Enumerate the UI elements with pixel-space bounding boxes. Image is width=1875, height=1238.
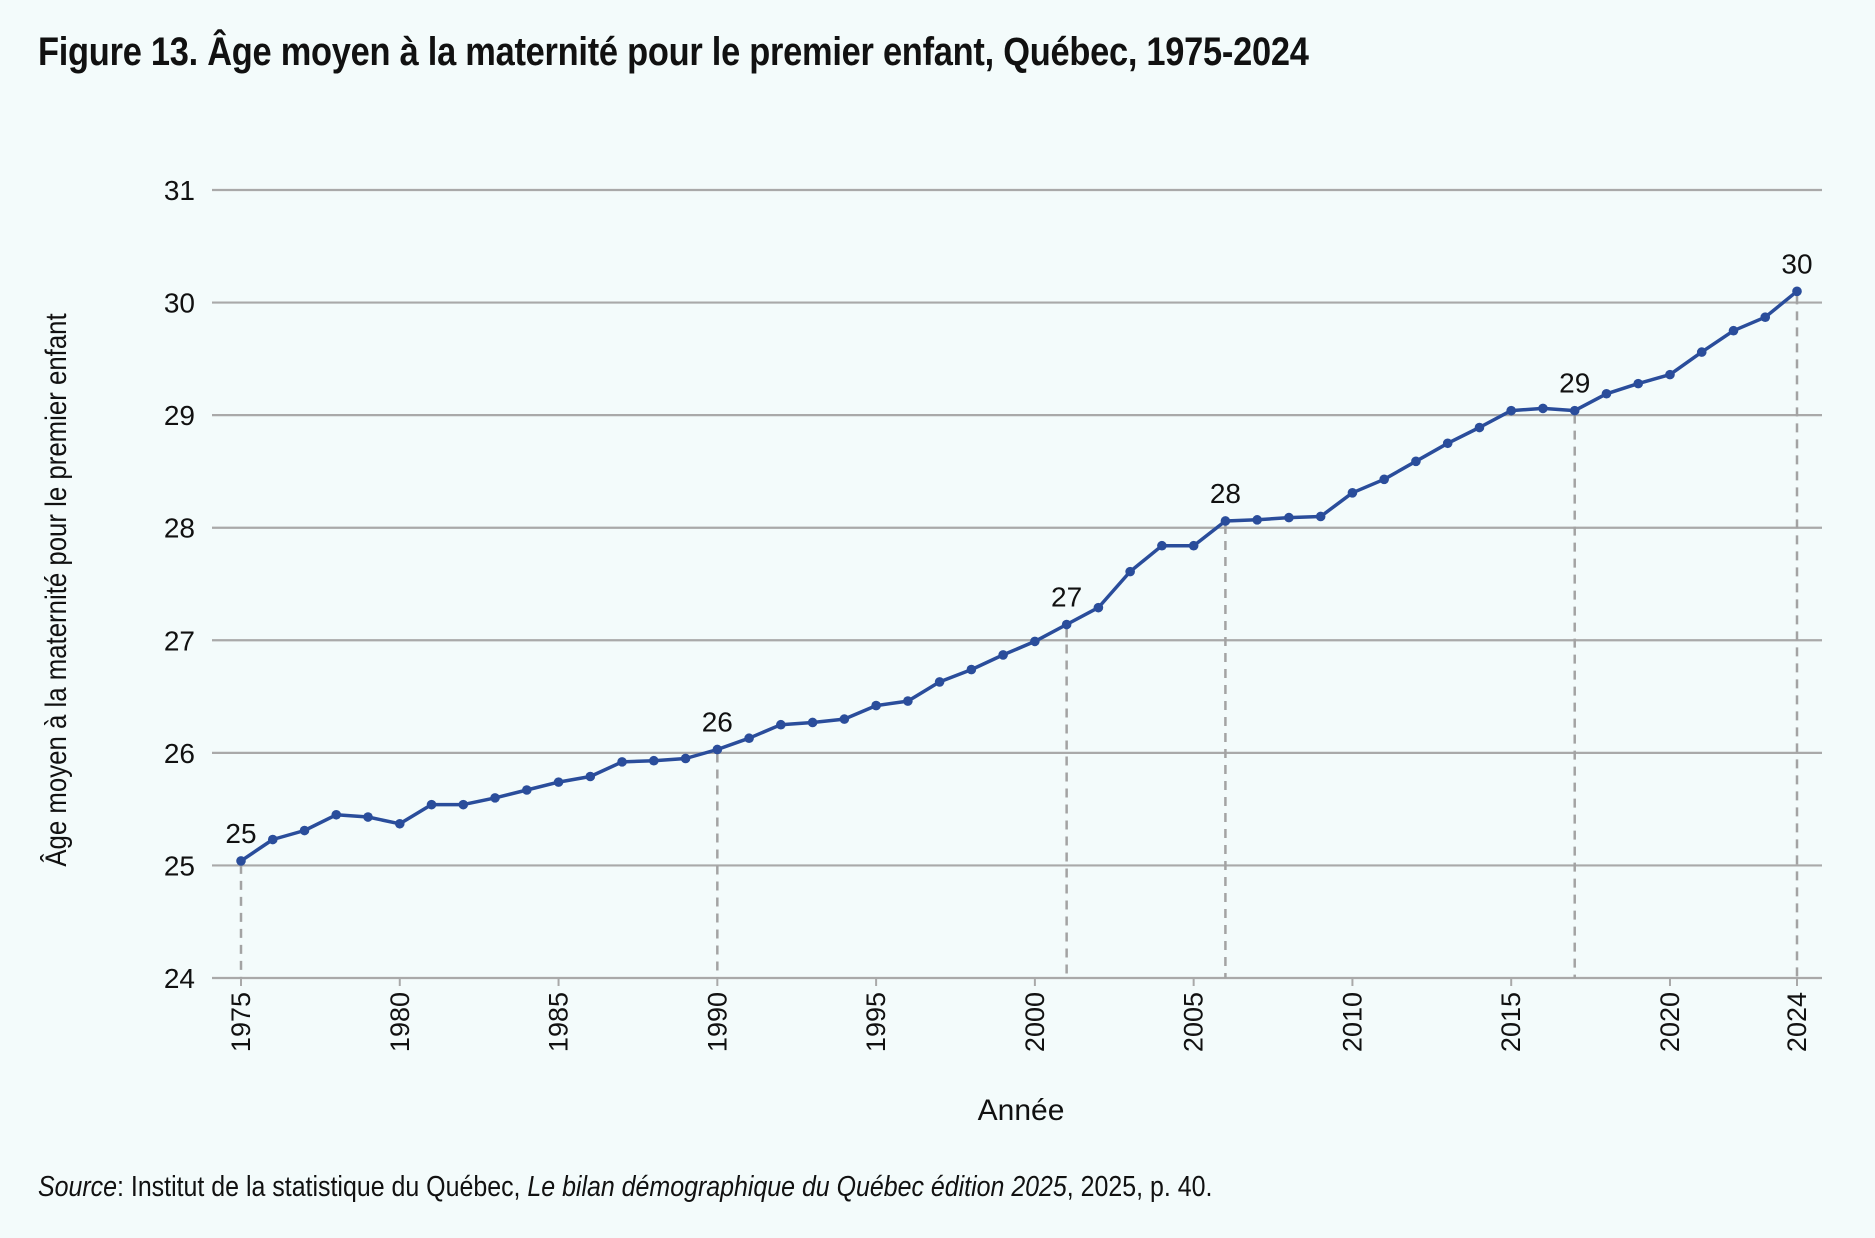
data-point-1981: [426, 799, 437, 810]
data-point-1997: [934, 677, 945, 687]
x-tick-label: 1985: [544, 992, 574, 1052]
line-chart: 24 25 26 27 28 29 30 31 1975 1980 1985 1990 1995 200…: [39, 175, 1822, 1127]
data-point-1985: [553, 777, 564, 787]
data-point-1984: [521, 785, 532, 795]
data-point-1980: [394, 818, 405, 829]
data-point-2015: [1506, 405, 1517, 416]
data-point-2008: [1284, 512, 1294, 523]
data-point-2017: [1569, 405, 1580, 416]
data-point-2013: [1442, 438, 1453, 449]
data-point-1977: [299, 825, 310, 836]
x-tick-label: 1975: [226, 992, 256, 1052]
data-point-2009: [1315, 511, 1326, 522]
data-point-2001: [1061, 619, 1072, 630]
annotation-label-27: 27: [1051, 582, 1082, 613]
x-tick-labels: 1975 1980 1985 1990 1995 2000 2005 2010 2015 2020…: [226, 978, 1812, 1052]
data-point-2011: [1379, 474, 1389, 485]
data-point-1978: [331, 809, 342, 820]
y-tick-label: 30: [164, 288, 195, 319]
data-point-2000: [1030, 636, 1040, 647]
x-tick-label: 1990: [702, 992, 732, 1052]
figure-title: Figure 13. Âge moyen à la maternité pour…: [38, 30, 1309, 74]
x-tick-label: 2005: [1179, 992, 1209, 1052]
data-point-2014: [1474, 422, 1485, 433]
y-tick-label: 28: [164, 513, 195, 544]
annotation-guides: [239, 295, 1799, 978]
x-axis-label: Année: [978, 1094, 1065, 1127]
y-tick-label: 27: [164, 625, 195, 656]
data-point-1996: [903, 696, 913, 706]
data-point-2006: [1220, 516, 1231, 526]
data-point-1995: [871, 700, 881, 711]
annotation-label-30: 30: [1781, 248, 1812, 279]
data-point-2012: [1411, 456, 1421, 467]
data-point-1976: [267, 834, 278, 845]
data-point-2023: [1760, 312, 1771, 323]
data-point-1987: [617, 757, 627, 767]
data-point-2021: [1696, 347, 1707, 357]
data-point-2004: [1157, 540, 1167, 551]
data-point-1983: [490, 793, 500, 803]
y-tick-label: 31: [164, 175, 195, 206]
annotation-label-25: 25: [225, 818, 256, 849]
data-point-2003: [1125, 566, 1135, 577]
data-point-1993: [807, 717, 818, 728]
source-text-1: : Institut de la statistique du Québec,: [117, 1171, 528, 1203]
x-tick-label: 2024: [1782, 992, 1812, 1052]
series: [236, 286, 1802, 866]
source-label: Source: [38, 1171, 118, 1203]
x-tick-label: 1980: [385, 992, 415, 1052]
y-tick-label: 24: [164, 963, 195, 994]
data-point-2002: [1093, 602, 1104, 613]
series-line: [240, 289, 1799, 863]
y-tick-label: 26: [164, 738, 195, 769]
data-point-1989: [680, 753, 691, 764]
x-tick-label: 1995: [861, 992, 891, 1052]
y-tick-label: 25: [164, 850, 195, 881]
data-point-2018: [1601, 388, 1612, 399]
y-axis-label: Âge moyen à la maternité pour le premier…: [39, 313, 72, 867]
data-point-2022: [1728, 325, 1739, 336]
x-tick-label: 2010: [1337, 992, 1367, 1052]
data-point-1975: [236, 856, 246, 866]
annotation-labels: 25 26 27 28 29 30: [225, 248, 1812, 849]
data-point-1979: [363, 812, 373, 822]
data-point-1988: [649, 755, 659, 766]
data-point-2019: [1633, 378, 1644, 389]
data-point-1998: [966, 664, 977, 675]
x-tick-label: 2020: [1655, 992, 1685, 1052]
data-point-2024: [1792, 286, 1802, 297]
data-point-2010: [1347, 488, 1358, 498]
x-tick-label: 2015: [1496, 992, 1526, 1052]
data-point-2005: [1188, 540, 1199, 551]
data-point-1992: [776, 719, 786, 730]
source-note: Source: Institut de la statistique du Qu…: [38, 1171, 1212, 1204]
annotation-label-26: 26: [702, 706, 733, 737]
x-tick-label: 2000: [1020, 992, 1050, 1052]
y-tick-label: 29: [164, 400, 195, 431]
data-point-1994: [839, 714, 850, 724]
data-point-1990: [712, 744, 723, 755]
data-point-1991: [744, 733, 754, 744]
data-point-1999: [998, 650, 1008, 660]
data-point-1986: [585, 771, 596, 782]
data-point-2007: [1252, 515, 1262, 525]
y-tick-labels: 24 25 26 27 28 29 30 31: [164, 175, 195, 994]
data-point-2020: [1665, 369, 1675, 380]
annotation-label-29: 29: [1559, 368, 1590, 399]
source-publication: Le bilan démographique du Québec édition…: [527, 1171, 1067, 1203]
source-text-2: , 2025, p. 40.: [1066, 1171, 1213, 1203]
gridlines: [212, 188, 1822, 980]
annotation-label-28: 28: [1210, 478, 1241, 509]
data-point-2016: [1538, 403, 1548, 414]
data-point-1982: [458, 799, 469, 810]
